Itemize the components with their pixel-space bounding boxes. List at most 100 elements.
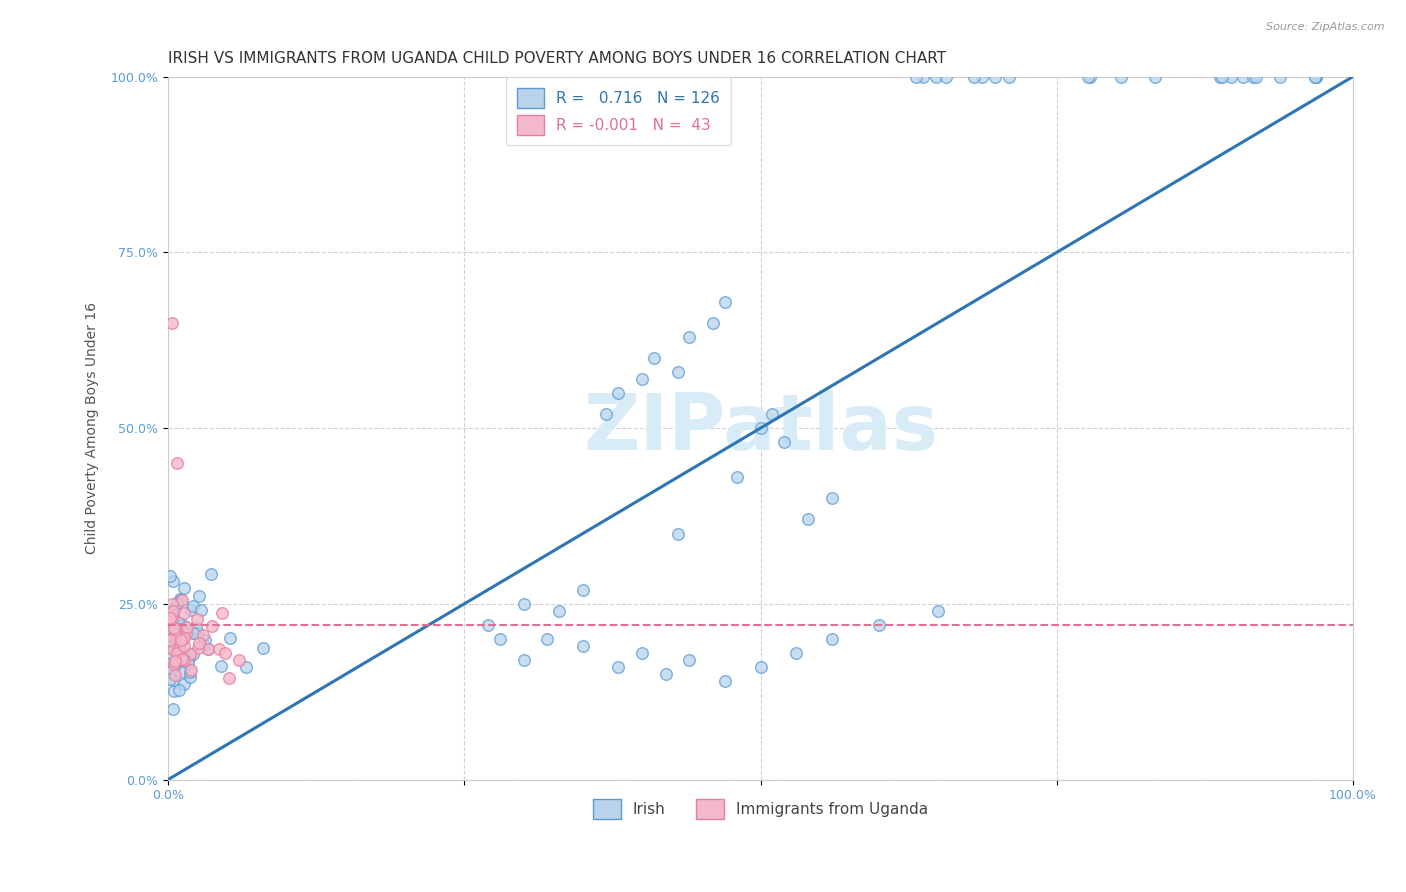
Point: [666, 365, 689, 379]
Point: [184, 621, 207, 635]
Point: [631, 372, 654, 386]
Point: [188, 635, 211, 649]
Point: [160, 639, 183, 653]
Point: [1305, 70, 1327, 84]
Point: [702, 316, 724, 330]
Point: [197, 641, 219, 656]
Point: [820, 632, 842, 646]
Point: [160, 607, 183, 622]
Point: [166, 640, 188, 655]
Point: [488, 632, 510, 646]
Point: [536, 632, 558, 646]
Point: [970, 70, 993, 84]
Point: [925, 70, 948, 84]
Point: [167, 639, 190, 653]
Point: [1303, 70, 1326, 84]
Point: [160, 621, 183, 635]
Point: [749, 421, 772, 435]
Point: [180, 663, 202, 677]
Point: [654, 667, 676, 681]
Point: [548, 604, 571, 618]
Point: [172, 651, 194, 665]
Point: [773, 435, 796, 450]
Point: [963, 70, 986, 84]
Point: [984, 70, 1007, 84]
Point: [725, 470, 748, 484]
Point: [176, 626, 198, 640]
Point: [186, 612, 208, 626]
Point: [1209, 70, 1232, 84]
Point: [1232, 70, 1254, 84]
Point: [167, 627, 190, 641]
Point: [159, 632, 181, 647]
Point: [159, 672, 181, 686]
Point: [512, 653, 534, 667]
Point: [159, 645, 181, 659]
Point: [162, 642, 184, 657]
Point: [571, 582, 593, 597]
Text: ZIPatlas: ZIPatlas: [583, 390, 938, 467]
Point: [160, 611, 183, 625]
Point: [571, 639, 593, 653]
Point: [184, 625, 207, 640]
Point: [160, 626, 183, 640]
Point: [159, 569, 181, 583]
Point: [512, 597, 534, 611]
Point: [165, 627, 187, 641]
Point: [1211, 70, 1233, 84]
Point: [191, 628, 214, 642]
Point: [785, 646, 807, 660]
Point: [169, 593, 191, 607]
Point: [595, 407, 617, 421]
Text: IRISH VS IMMIGRANTS FROM UGANDA CHILD POVERTY AMONG BOYS UNDER 16 CORRELATION CH: IRISH VS IMMIGRANTS FROM UGANDA CHILD PO…: [167, 51, 946, 66]
Point: [666, 526, 689, 541]
Point: [165, 668, 187, 682]
Point: [165, 647, 187, 661]
Point: [678, 329, 700, 343]
Point: [176, 620, 198, 634]
Point: [162, 604, 184, 618]
Point: [868, 618, 890, 632]
Point: [177, 651, 200, 665]
Point: [166, 616, 188, 631]
Point: [166, 456, 188, 470]
Point: [180, 603, 202, 617]
Point: [170, 648, 193, 663]
Point: [200, 566, 222, 581]
Point: [761, 407, 783, 421]
Point: [162, 621, 184, 635]
Point: [172, 653, 194, 667]
Point: [159, 640, 181, 655]
Point: [228, 653, 250, 667]
Y-axis label: Child Poverty Among Boys Under 16: Child Poverty Among Boys Under 16: [86, 302, 100, 554]
Point: [163, 602, 186, 616]
Point: [179, 665, 201, 679]
Point: [173, 665, 195, 679]
Point: [167, 683, 190, 698]
Point: [183, 647, 205, 661]
Point: [820, 491, 842, 506]
Point: [179, 670, 201, 684]
Point: [166, 646, 188, 660]
Legend: Irish, Immigrants from Uganda: Irish, Immigrants from Uganda: [586, 793, 934, 825]
Point: [218, 672, 240, 686]
Point: [173, 639, 195, 653]
Point: [167, 618, 190, 632]
Point: [749, 660, 772, 674]
Point: [162, 619, 184, 633]
Point: [166, 596, 188, 610]
Point: [904, 70, 927, 84]
Point: [1303, 70, 1326, 84]
Point: [1078, 70, 1101, 84]
Point: [173, 606, 195, 620]
Point: [169, 622, 191, 636]
Point: [173, 581, 195, 595]
Point: [191, 636, 214, 650]
Point: [162, 574, 184, 589]
Point: [173, 677, 195, 691]
Point: [179, 647, 201, 661]
Point: [170, 633, 193, 648]
Point: [167, 642, 190, 657]
Point: [160, 597, 183, 611]
Point: [1244, 70, 1267, 84]
